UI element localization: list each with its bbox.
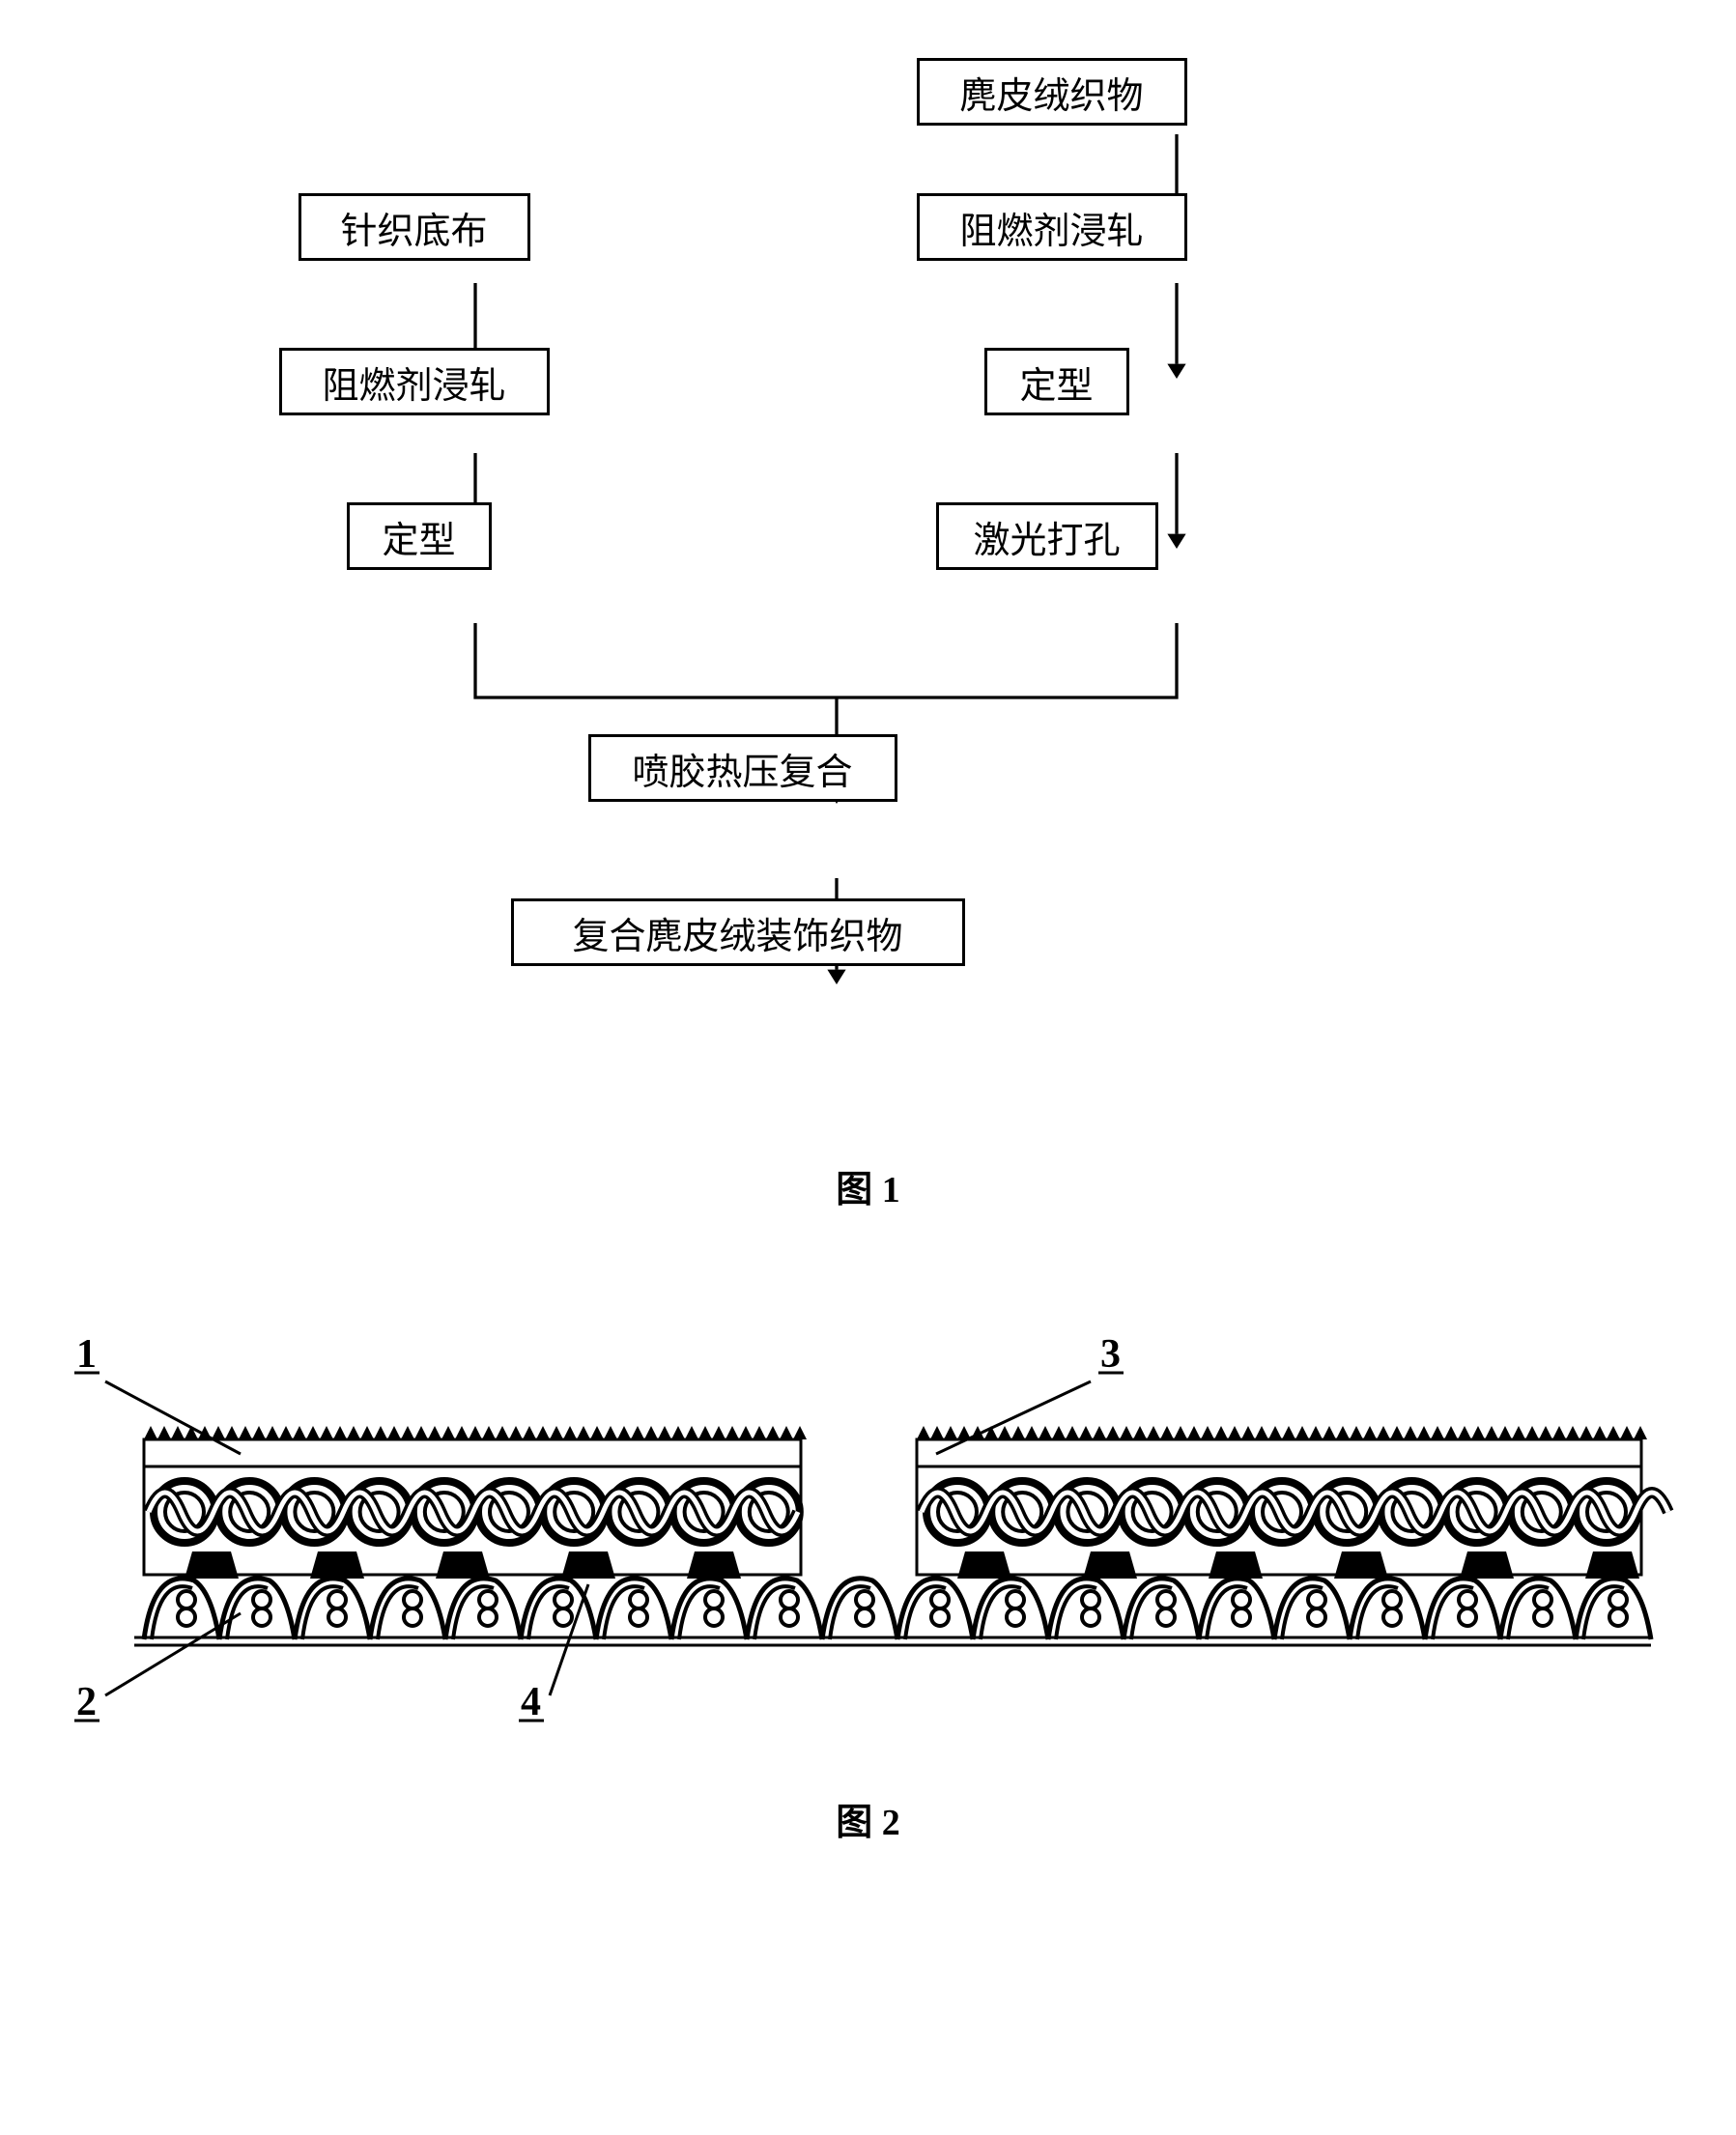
figure-1-caption: 图 1 [47,1159,1690,1212]
svg-text:2: 2 [76,1680,97,1724]
svg-text:1: 1 [76,1332,97,1377]
cross-section-svg: 1 3 2 4 [47,1290,1690,1753]
flow-box-final: 复合麂皮绒装饰织物 [511,898,965,966]
flow-box-right3: 定型 [984,348,1129,415]
flow-box-left3: 定型 [347,502,492,570]
flow-box-merge: 喷胶热压复合 [588,734,897,802]
svg-text:4: 4 [521,1680,541,1724]
figure-2-caption: 图 2 [47,1792,1690,1845]
flow-box-left2: 阻燃剂浸轧 [279,348,550,415]
flow-box-right2: 阻燃剂浸轧 [917,193,1187,261]
flow-box-right4: 激光打孔 [936,502,1158,570]
svg-text:3: 3 [1100,1332,1121,1377]
flow-box-right1: 麂皮绒织物 [917,58,1187,126]
cross-section: 1 3 2 4 [47,1290,1690,1753]
flowchart: 针织底布阻燃剂浸轧定型麂皮绒织物阻燃剂浸轧定型激光打孔喷胶热压复合复合麂皮绒装饰… [47,39,1690,1101]
flow-box-left1: 针织底布 [299,193,530,261]
